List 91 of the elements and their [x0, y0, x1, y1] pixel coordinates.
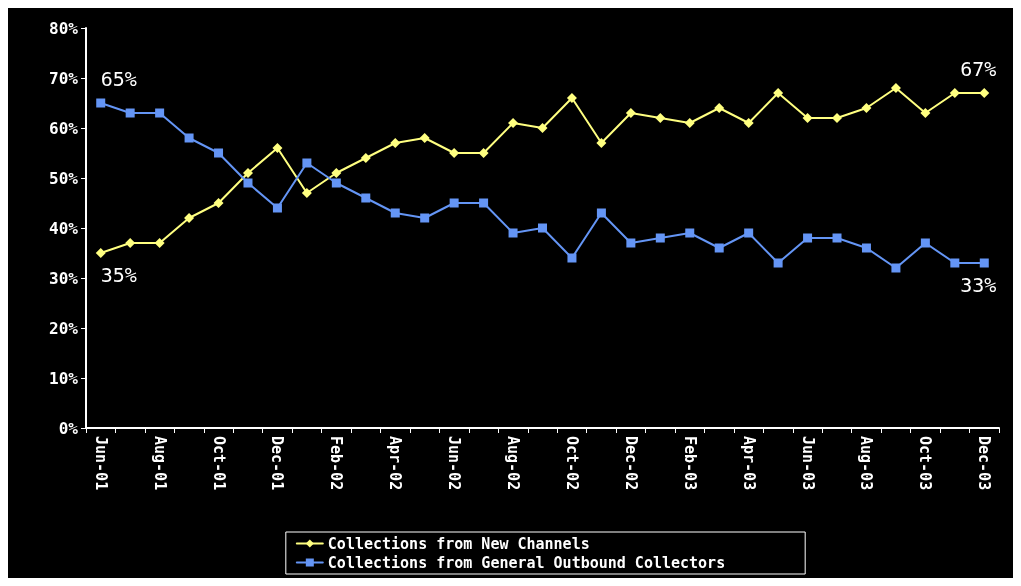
- point: [95, 248, 106, 258]
- point: [419, 133, 430, 143]
- point: [684, 118, 695, 128]
- point: [184, 133, 194, 143]
- point: [979, 88, 990, 98]
- point: [420, 213, 430, 223]
- point: [950, 258, 960, 268]
- y-tick-label: 20%: [49, 318, 79, 338]
- point: [361, 193, 371, 203]
- x-tick-label: Aug-02: [504, 436, 523, 491]
- point: [566, 93, 577, 103]
- point: [773, 88, 784, 98]
- x-tick-label: Oct-03: [916, 436, 935, 491]
- point: [655, 233, 665, 243]
- point: [538, 223, 547, 233]
- point: [891, 263, 901, 273]
- annotation: 65%: [100, 67, 137, 91]
- point: [331, 168, 342, 178]
- x-tick-label: Dec-03: [975, 436, 994, 491]
- y-tick-label: 70%: [49, 68, 79, 88]
- x-tick-label: Aug-03: [857, 436, 876, 491]
- point: [567, 253, 577, 263]
- point: [685, 228, 695, 238]
- point: [861, 103, 872, 113]
- point: [803, 233, 813, 243]
- point: [272, 203, 282, 213]
- y-tick-label: 80%: [49, 18, 79, 38]
- point: [537, 123, 548, 133]
- point: [213, 198, 224, 208]
- point: [125, 108, 135, 118]
- x-tick-label: Dec-02: [621, 436, 640, 491]
- x-tick-label: Aug-01: [150, 436, 169, 491]
- point: [184, 213, 195, 223]
- point: [96, 98, 106, 108]
- point: [890, 83, 901, 93]
- point: [625, 108, 636, 118]
- x-tick-label: Jun-01: [91, 436, 110, 491]
- x-tick-label: Feb-02: [327, 436, 346, 491]
- point: [155, 108, 165, 118]
- point: [832, 233, 842, 243]
- x-tick-label: Feb-03: [680, 436, 699, 491]
- x-tick-label: Oct-01: [209, 436, 228, 491]
- point: [301, 188, 312, 198]
- y-tick-label: 40%: [49, 218, 79, 238]
- point: [861, 243, 871, 253]
- x-tick-label: Oct-02: [562, 436, 581, 491]
- legend-label: Collections from New Channels: [327, 534, 590, 553]
- point: [214, 148, 224, 158]
- y-tick-label: 10%: [49, 368, 79, 388]
- point: [920, 108, 931, 118]
- x-tick-label: Jun-03: [798, 436, 817, 491]
- point: [390, 208, 400, 218]
- point: [272, 143, 283, 153]
- y-tick-label: 30%: [49, 268, 79, 288]
- point: [773, 258, 783, 268]
- point: [390, 138, 401, 148]
- point: [743, 118, 754, 128]
- y-tick-label: 50%: [49, 168, 79, 188]
- annotation: 67%: [960, 57, 997, 81]
- point: [920, 238, 930, 248]
- annotation: 35%: [100, 263, 137, 287]
- point: [243, 178, 253, 188]
- point: [331, 178, 341, 188]
- point: [744, 228, 754, 238]
- point: [626, 238, 636, 248]
- point: [242, 168, 253, 178]
- point: [449, 198, 459, 208]
- x-tick-label: Apr-03: [739, 436, 758, 491]
- x-tick-label: Jun-02: [445, 436, 464, 491]
- point: [479, 198, 489, 208]
- point: [596, 138, 607, 148]
- legend-label: Collections from General Outbound Collectors: [327, 553, 726, 572]
- point: [508, 228, 518, 238]
- point: [832, 113, 843, 123]
- point: [302, 158, 312, 168]
- point: [478, 148, 489, 158]
- x-tick-label: Apr-02: [386, 436, 405, 491]
- point: [714, 103, 725, 113]
- point: [360, 153, 371, 163]
- x-tick-label: Dec-01: [268, 436, 287, 491]
- point: [655, 113, 666, 123]
- annotation: 33%: [960, 273, 997, 297]
- y-tick-label: 0%: [58, 418, 79, 438]
- point: [714, 243, 724, 253]
- point: [154, 238, 165, 248]
- point: [802, 113, 813, 123]
- y-tick-label: 60%: [49, 118, 79, 138]
- point: [979, 258, 989, 268]
- point: [508, 118, 519, 128]
- point: [596, 208, 606, 218]
- point: [949, 88, 960, 98]
